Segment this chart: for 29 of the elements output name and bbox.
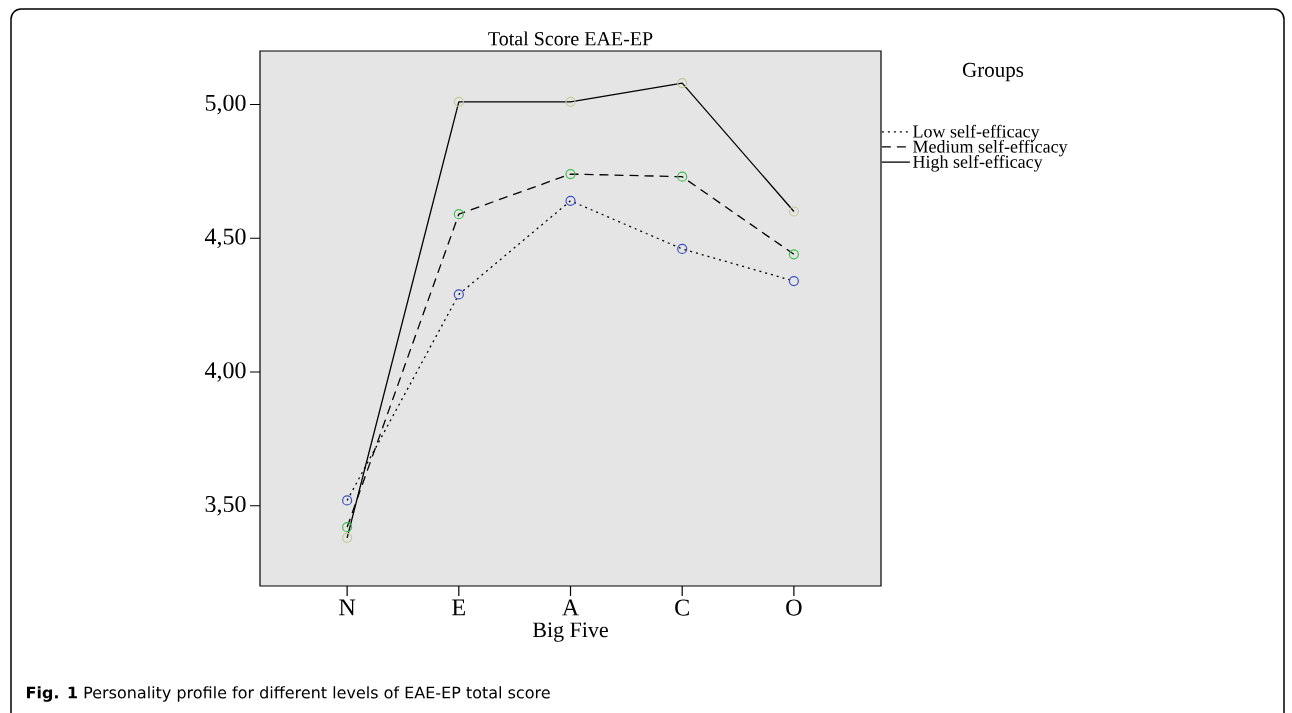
point <box>565 195 576 206</box>
chart-title: Total Score EAE-EP <box>488 31 653 46</box>
point <box>788 206 799 217</box>
y-tick-label: 4,00 <box>204 362 246 382</box>
x-tick-label: E <box>452 599 465 616</box>
x-tick-label: O <box>786 599 802 616</box>
point <box>453 209 464 220</box>
point <box>788 275 799 287</box>
x-tick-label: C <box>675 599 689 616</box>
y-tick-label: 3,50 <box>205 495 246 516</box>
y-tick-label: 4,50 <box>204 228 246 249</box>
text: Fig. 1 Personality profile for different levels of EAE-EP total score <box>26 686 550 702</box>
point <box>788 249 799 260</box>
point <box>677 171 688 182</box>
point <box>453 289 464 300</box>
x-axis-title: Big Five <box>532 622 608 642</box>
x-tick-label: A <box>562 599 579 616</box>
point <box>677 77 688 89</box>
point <box>677 243 688 255</box>
point <box>453 96 464 107</box>
legend-title: Groups <box>962 62 1024 82</box>
x-tick-label: N <box>339 599 356 616</box>
point <box>565 96 576 107</box>
point <box>342 522 353 533</box>
legend-label: High self-efficacy <box>913 155 1043 172</box>
y-tick-label: 5,00 <box>205 94 246 115</box>
point <box>565 168 576 180</box>
point <box>342 495 353 506</box>
point <box>342 532 353 543</box>
